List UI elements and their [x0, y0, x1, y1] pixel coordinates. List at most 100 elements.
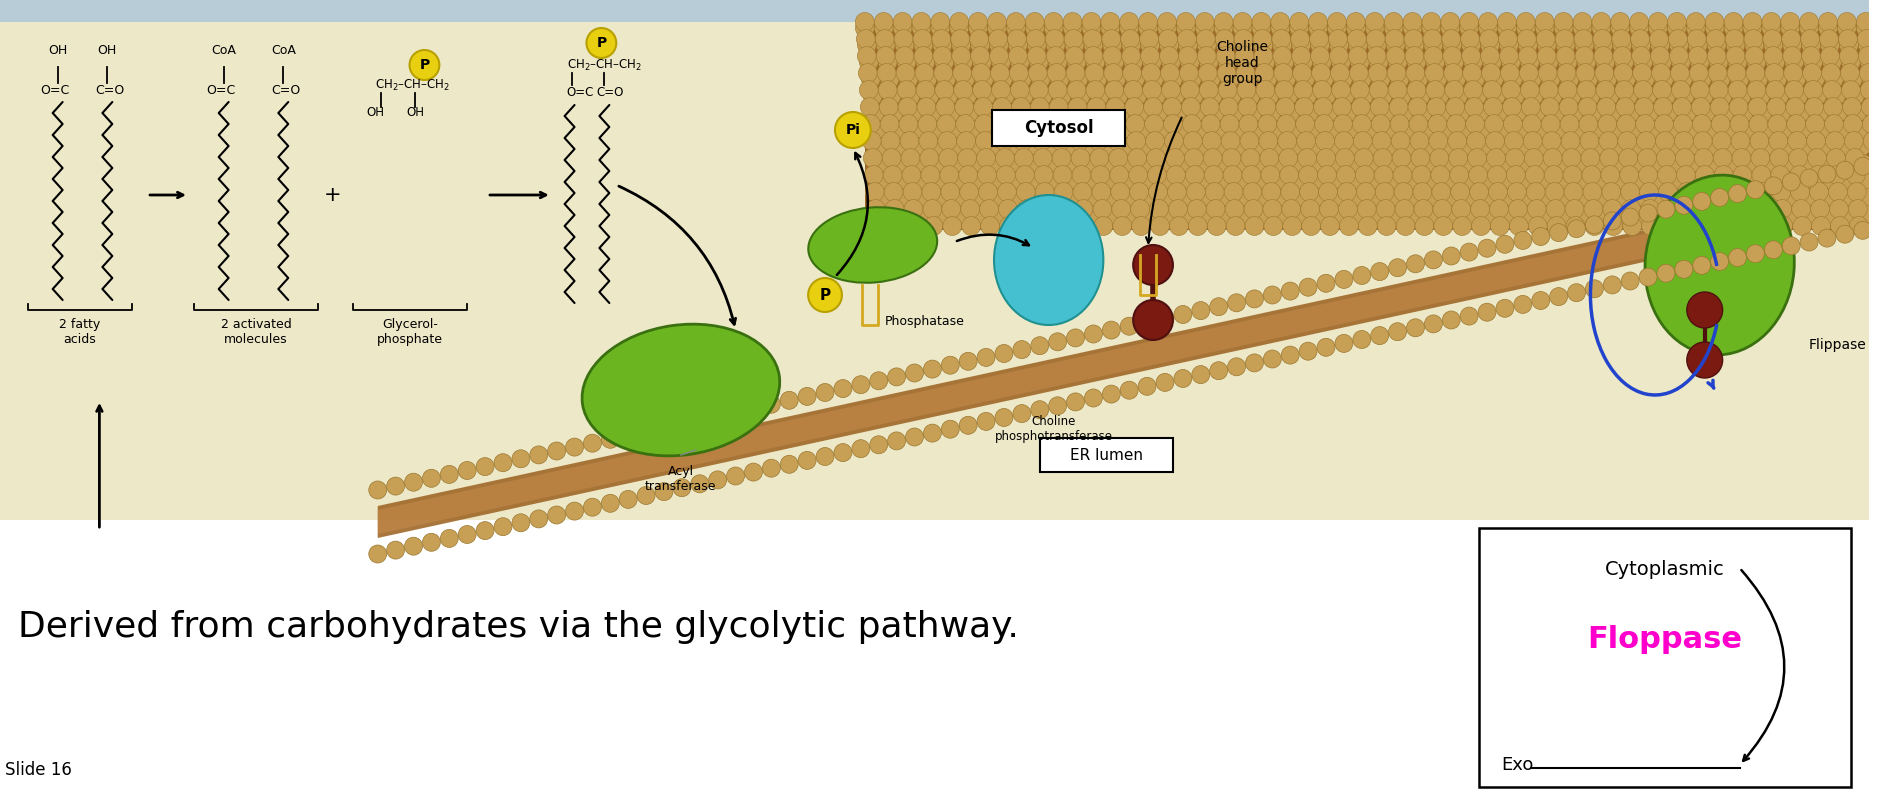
Circle shape — [1010, 81, 1030, 100]
Circle shape — [1337, 165, 1355, 184]
Circle shape — [938, 132, 957, 151]
Circle shape — [1698, 200, 1716, 219]
Circle shape — [1026, 30, 1045, 49]
Circle shape — [1747, 81, 1765, 100]
Circle shape — [972, 64, 991, 82]
Circle shape — [1203, 132, 1222, 151]
Circle shape — [1246, 354, 1263, 372]
Circle shape — [835, 444, 852, 461]
Circle shape — [1006, 13, 1025, 31]
Circle shape — [1092, 200, 1111, 219]
Circle shape — [1391, 86, 1412, 105]
Circle shape — [1209, 298, 1228, 316]
Circle shape — [1812, 216, 1831, 235]
Circle shape — [1371, 263, 1389, 281]
Circle shape — [1707, 188, 1726, 207]
Circle shape — [914, 46, 932, 65]
Circle shape — [991, 81, 1010, 100]
Circle shape — [1113, 216, 1132, 235]
Circle shape — [1822, 81, 1841, 100]
Circle shape — [530, 446, 547, 464]
Circle shape — [1498, 18, 1517, 38]
Circle shape — [912, 172, 931, 191]
Circle shape — [1043, 172, 1062, 191]
Circle shape — [981, 216, 1000, 235]
Circle shape — [728, 403, 744, 421]
Circle shape — [1271, 13, 1290, 31]
Circle shape — [1183, 114, 1201, 133]
Circle shape — [1671, 81, 1690, 100]
Circle shape — [1205, 165, 1224, 184]
Circle shape — [1201, 114, 1220, 133]
Circle shape — [1066, 35, 1085, 54]
Circle shape — [972, 81, 991, 100]
Circle shape — [1384, 13, 1402, 31]
Circle shape — [1559, 97, 1577, 117]
Circle shape — [1639, 165, 1658, 184]
Circle shape — [1688, 188, 1707, 207]
Circle shape — [1149, 200, 1169, 219]
Circle shape — [423, 533, 440, 551]
Circle shape — [1459, 18, 1478, 38]
Circle shape — [1574, 18, 1592, 38]
Circle shape — [1290, 18, 1308, 38]
Circle shape — [1696, 104, 1715, 123]
Circle shape — [1694, 132, 1713, 151]
Circle shape — [835, 380, 852, 397]
Circle shape — [1329, 188, 1348, 207]
Circle shape — [1513, 155, 1532, 173]
Circle shape — [1801, 169, 1818, 187]
Circle shape — [1726, 35, 1745, 54]
Circle shape — [1186, 104, 1205, 123]
Circle shape — [1824, 114, 1844, 133]
Circle shape — [857, 46, 876, 65]
Circle shape — [1493, 137, 1512, 156]
Circle shape — [1669, 35, 1688, 54]
Circle shape — [1679, 216, 1698, 235]
Circle shape — [1863, 69, 1880, 89]
Circle shape — [1765, 206, 1784, 224]
Circle shape — [1622, 216, 1641, 235]
Circle shape — [1188, 216, 1207, 235]
Circle shape — [1010, 53, 1030, 72]
Circle shape — [1837, 13, 1856, 31]
Circle shape — [1733, 165, 1752, 184]
Text: P: P — [419, 58, 429, 72]
Circle shape — [1410, 132, 1429, 151]
Circle shape — [1263, 216, 1282, 235]
Circle shape — [1745, 30, 1763, 49]
Circle shape — [1846, 165, 1865, 184]
Circle shape — [1355, 104, 1376, 123]
Circle shape — [1478, 303, 1496, 322]
Circle shape — [1859, 206, 1878, 224]
Circle shape — [1120, 13, 1139, 31]
Circle shape — [1158, 13, 1177, 31]
Circle shape — [583, 498, 602, 516]
Circle shape — [1331, 64, 1350, 82]
Circle shape — [902, 165, 921, 184]
Circle shape — [1688, 35, 1707, 54]
Circle shape — [1224, 183, 1243, 202]
Circle shape — [1389, 259, 1406, 277]
Circle shape — [1709, 64, 1728, 82]
Circle shape — [1763, 30, 1782, 49]
Circle shape — [583, 434, 602, 452]
Circle shape — [1856, 18, 1874, 38]
Circle shape — [690, 475, 709, 493]
Circle shape — [1355, 183, 1376, 202]
Circle shape — [1752, 183, 1771, 202]
Circle shape — [1839, 188, 1857, 207]
Circle shape — [1333, 97, 1352, 117]
Circle shape — [1848, 104, 1867, 123]
Circle shape — [1512, 137, 1530, 156]
Circle shape — [1042, 155, 1060, 173]
Circle shape — [1132, 120, 1151, 140]
Circle shape — [1560, 114, 1579, 133]
Circle shape — [1034, 165, 1053, 184]
Bar — [865, 20, 1869, 230]
Circle shape — [1596, 97, 1615, 117]
Circle shape — [1105, 53, 1124, 72]
Circle shape — [1128, 148, 1147, 168]
Circle shape — [1025, 172, 1043, 191]
Circle shape — [1731, 132, 1750, 151]
